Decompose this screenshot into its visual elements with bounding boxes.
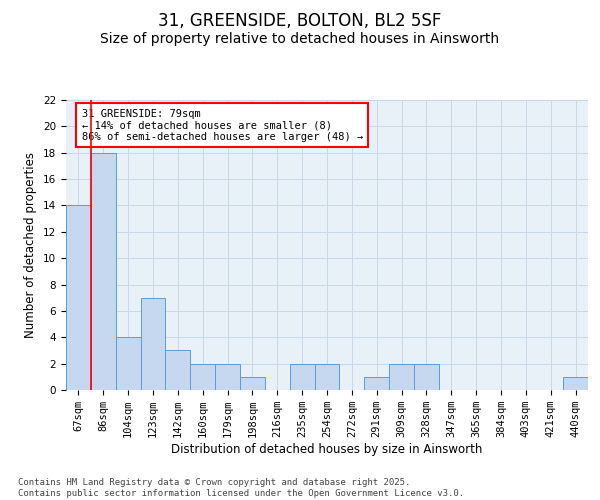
Text: Size of property relative to detached houses in Ainsworth: Size of property relative to detached ho… bbox=[100, 32, 500, 46]
Bar bbox=[389, 364, 414, 390]
Text: 31, GREENSIDE, BOLTON, BL2 5SF: 31, GREENSIDE, BOLTON, BL2 5SF bbox=[158, 12, 442, 30]
Bar bbox=[290, 364, 314, 390]
Bar bbox=[140, 298, 166, 390]
Bar bbox=[240, 377, 265, 390]
Y-axis label: Number of detached properties: Number of detached properties bbox=[25, 152, 37, 338]
Bar bbox=[190, 364, 215, 390]
Bar bbox=[91, 152, 116, 390]
Bar bbox=[563, 377, 588, 390]
Bar bbox=[166, 350, 190, 390]
Bar bbox=[414, 364, 439, 390]
X-axis label: Distribution of detached houses by size in Ainsworth: Distribution of detached houses by size … bbox=[172, 443, 482, 456]
Bar bbox=[314, 364, 340, 390]
Text: Contains HM Land Registry data © Crown copyright and database right 2025.
Contai: Contains HM Land Registry data © Crown c… bbox=[18, 478, 464, 498]
Bar bbox=[364, 377, 389, 390]
Bar bbox=[116, 338, 140, 390]
Bar bbox=[215, 364, 240, 390]
Bar bbox=[66, 206, 91, 390]
Text: 31 GREENSIDE: 79sqm
← 14% of detached houses are smaller (8)
86% of semi-detache: 31 GREENSIDE: 79sqm ← 14% of detached ho… bbox=[82, 108, 363, 142]
